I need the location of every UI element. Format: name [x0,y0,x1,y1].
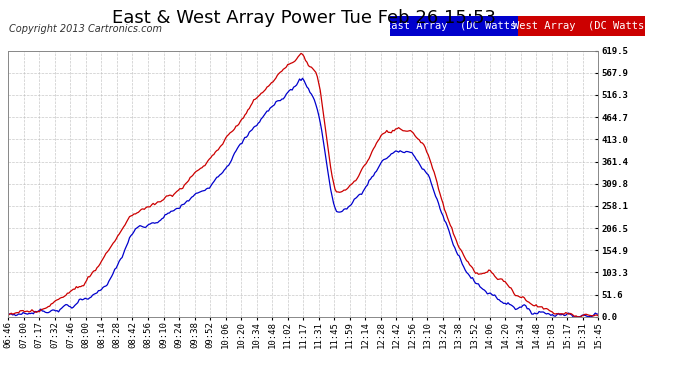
Text: East Array  (DC Watts): East Array (DC Watts) [385,21,522,31]
Text: West Array  (DC Watts): West Array (DC Watts) [513,21,650,31]
Text: Copyright 2013 Cartronics.com: Copyright 2013 Cartronics.com [9,24,162,34]
Text: East & West Array Power Tue Feb 26 15:53: East & West Array Power Tue Feb 26 15:53 [112,9,495,27]
